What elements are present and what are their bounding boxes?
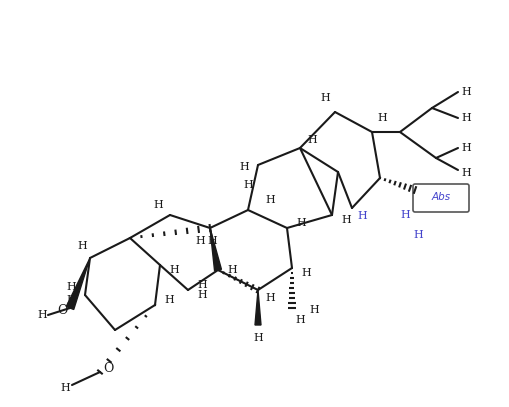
Text: H: H [376,113,386,123]
Text: H: H [356,211,366,221]
Text: H: H [308,305,318,315]
Text: H: H [252,333,262,343]
Text: H: H [400,210,409,220]
Text: H: H [300,268,310,278]
Text: H: H [37,310,47,320]
Text: H: H [66,282,76,292]
Text: H: H [169,265,179,275]
Text: H: H [153,200,162,210]
Polygon shape [66,258,90,309]
Text: H: H [164,295,174,305]
Text: H: H [227,265,236,275]
Text: O: O [56,304,67,317]
Text: H: H [460,143,470,153]
Polygon shape [210,228,221,271]
Text: H: H [320,93,329,103]
Text: H: H [60,383,70,393]
Text: H: H [341,215,350,225]
Text: Abs: Abs [431,192,449,202]
Text: H: H [195,236,205,246]
Text: H: H [197,280,207,290]
Text: H: H [265,195,274,205]
Text: H: H [243,180,252,190]
Polygon shape [254,290,261,325]
Text: H: H [412,230,422,240]
FancyBboxPatch shape [412,184,468,212]
Text: H: H [295,315,304,325]
Text: O: O [103,363,113,376]
Text: H: H [197,290,207,300]
Text: H: H [66,295,76,305]
Text: H: H [265,293,274,303]
Text: H: H [460,87,470,97]
Text: H: H [306,135,316,145]
Text: H: H [239,162,248,172]
Text: H: H [207,236,216,246]
Text: H: H [460,168,470,178]
Text: H: H [296,218,305,228]
Text: H: H [77,241,87,251]
Text: H: H [460,113,470,123]
